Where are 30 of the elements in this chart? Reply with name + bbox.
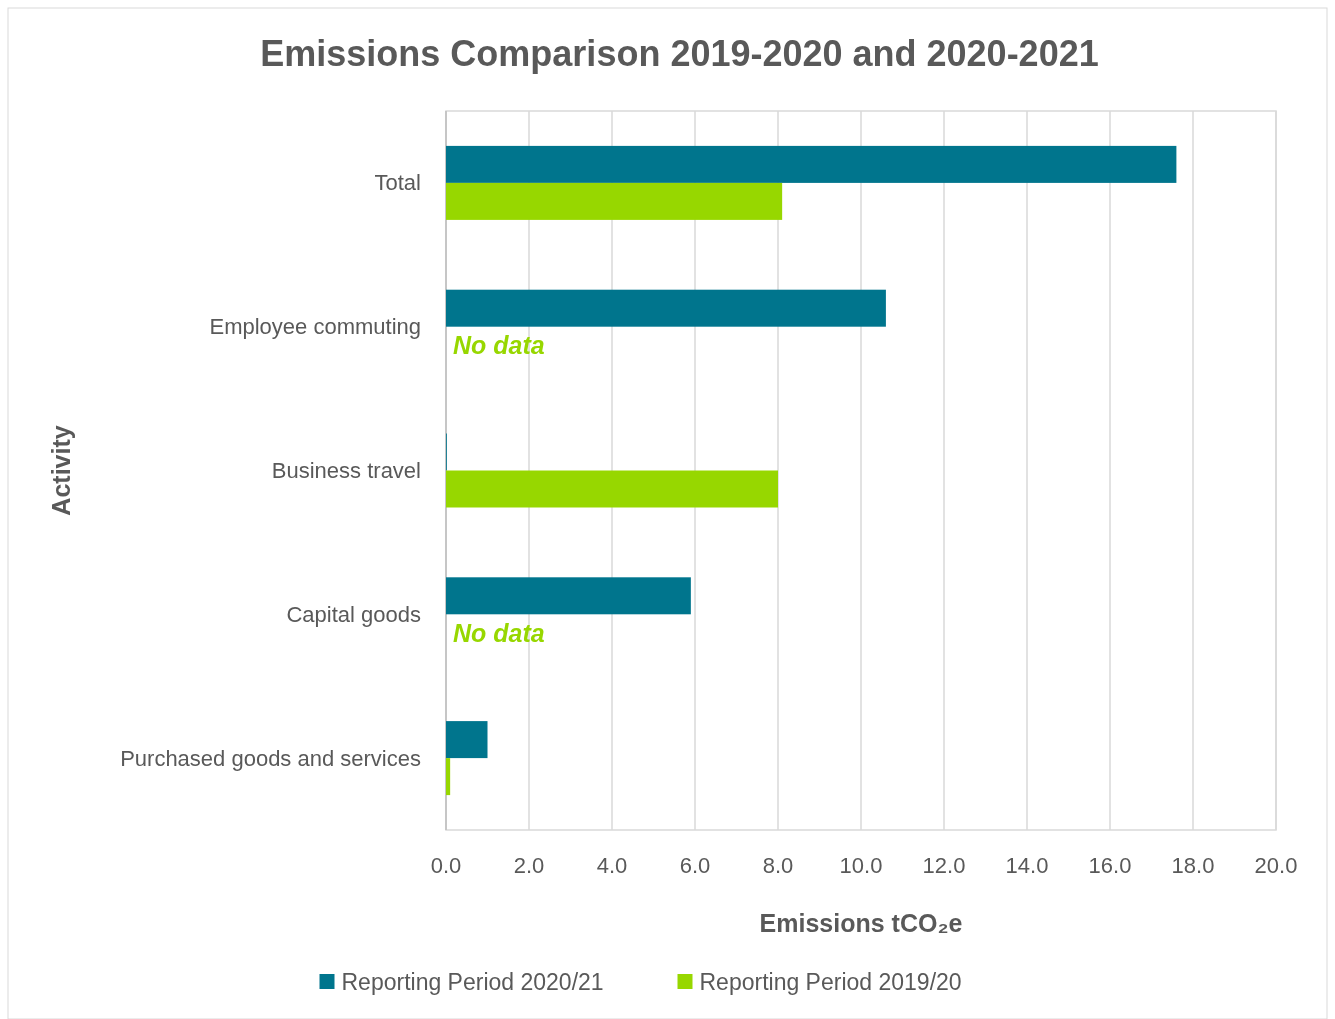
x-tick-label: 4.0 — [596, 853, 628, 878]
annotation: No data — [453, 618, 545, 647]
bar — [446, 577, 691, 615]
y-tick-label: Business travel — [271, 458, 421, 483]
bar — [446, 289, 886, 327]
chart-title: Emissions Comparison 2019-2020 and 2020-2021 — [260, 33, 1099, 74]
bar — [446, 470, 778, 508]
y-tick-label: Purchased goods and services — [120, 745, 421, 771]
y-tick-label: Employee commuting — [209, 314, 421, 340]
x-tick-label: 18.0 — [1171, 853, 1215, 878]
annotation: No data — [453, 331, 545, 360]
x-tick-label: 2.0 — [513, 853, 545, 878]
y-axis-title: Activity — [47, 425, 75, 516]
bar — [446, 145, 1177, 183]
x-tick-label: 20.0 — [1254, 853, 1298, 878]
x-tick-label: 12.0 — [922, 853, 966, 878]
y-tick-label: Total — [374, 170, 421, 196]
bar — [446, 182, 783, 220]
legend-label: Reporting Period 2020/21 — [341, 969, 604, 995]
bar — [446, 721, 488, 759]
x-tick-label: 14.0 — [1005, 853, 1049, 878]
bar — [446, 758, 451, 796]
x-tick-label: 6.0 — [679, 853, 711, 878]
x-tick-label: 0.0 — [430, 853, 462, 878]
x-tick-label: 8.0 — [762, 853, 794, 878]
x-tick-label: 10.0 — [839, 853, 883, 878]
y-tick-label: Capital goods — [286, 601, 421, 627]
x-tick-label: 16.0 — [1088, 853, 1132, 878]
legend-label: Reporting Period 2019/20 — [699, 969, 962, 995]
x-axis-title: Emissions tCO₂e — [759, 909, 963, 937]
